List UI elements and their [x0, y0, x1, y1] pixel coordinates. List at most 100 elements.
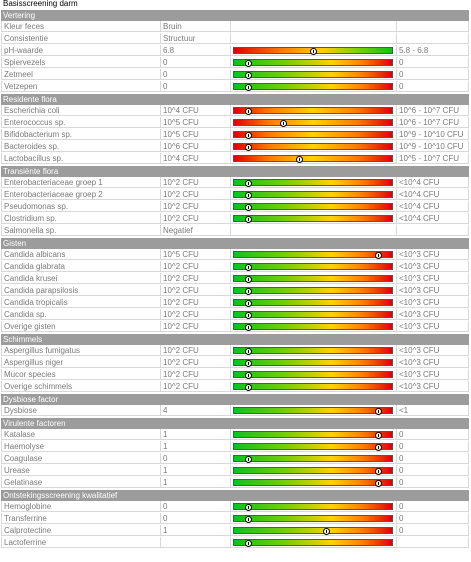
- section-title: Dysbiose factor: [3, 395, 59, 404]
- reference-value: 0: [397, 465, 469, 476]
- indicator-bar: [233, 47, 393, 55]
- indicator-bar: [233, 143, 393, 151]
- parameter-name: Candida albicans: [1, 249, 161, 260]
- indicator-cell: [231, 201, 397, 212]
- parameter-name: Bifidobacterium sp.: [1, 129, 161, 140]
- section-header: Ontstekingsscreening kwalitatief: [1, 489, 469, 502]
- indicator-bar: [233, 443, 393, 451]
- section-title: Vertering: [3, 11, 36, 20]
- indicator-cell: [231, 501, 397, 512]
- report-title: Basisscreening darm: [3, 0, 78, 8]
- reference-value: <10^3 CFU: [397, 309, 469, 320]
- section-header: Vertering: [1, 9, 469, 22]
- arrow-up-icon: [245, 192, 253, 199]
- indicator-cell: [231, 537, 397, 548]
- indicator-bar: [233, 323, 393, 331]
- table-row: Gelatinase 1 0: [1, 477, 469, 489]
- indicator-bar: [233, 131, 393, 139]
- result-value: 10^2 CFU: [161, 309, 231, 320]
- parameter-name: Dysbiose: [1, 405, 161, 416]
- indicator-bar: [233, 383, 393, 391]
- reference-value: 0: [397, 429, 469, 440]
- table-row: Aspergillus niger 10^2 CFU <10^3 CFU: [1, 357, 469, 369]
- indicator-cell: [231, 357, 397, 368]
- result-value: Negatief: [161, 225, 231, 236]
- indicator-bar: [233, 503, 393, 511]
- table-row: Vetzepen 0 0: [1, 81, 469, 93]
- indicator-bar: [233, 371, 393, 379]
- result-value: Structuur: [161, 33, 231, 44]
- indicator-bar: [233, 263, 393, 271]
- result-value: 10^4 CFU: [161, 105, 231, 116]
- table-row: Enterobacteriaceae groep 1 10^2 CFU <10^4 …: [1, 177, 469, 189]
- table-row: Candida sp. 10^2 CFU <10^3 CFU: [1, 309, 469, 321]
- indicator-cell: [231, 213, 397, 224]
- indicator-cell: [231, 513, 397, 524]
- section-header: Schimmels: [1, 333, 469, 346]
- parameter-name: Overige schimmels: [1, 381, 161, 392]
- indicator-cell: [231, 321, 397, 332]
- arrow-up-icon: [245, 540, 253, 547]
- table-row: Consistentie Structuur: [1, 33, 469, 45]
- indicator-cell: [231, 381, 397, 392]
- arrow-up-icon: [245, 60, 253, 67]
- arrow-up-icon: [245, 456, 253, 463]
- result-value: 0: [161, 81, 231, 92]
- table-row: Candida tropicalis 10^2 CFU <10^3 CFU: [1, 297, 469, 309]
- reference-value: <10^3 CFU: [397, 297, 469, 308]
- section-title: Transiënte flora: [3, 167, 59, 176]
- indicator-cell: [231, 141, 397, 152]
- table-row: Overige schimmels 10^2 CFU <10^3 CFU: [1, 381, 469, 393]
- table-row: Haemolyse 1 0: [1, 441, 469, 453]
- arrow-up-icon: [245, 264, 253, 271]
- parameter-name: Coagulase: [1, 453, 161, 464]
- result-value: 10^2 CFU: [161, 369, 231, 380]
- indicator-bar: [233, 287, 393, 295]
- indicator-bar: [233, 359, 393, 367]
- indicator-cell: [231, 21, 397, 32]
- reference-value: <10^3 CFU: [397, 345, 469, 356]
- arrow-up-icon: [374, 252, 382, 259]
- table-row: Kleur feces Bruin: [1, 21, 469, 33]
- indicator-cell: [231, 369, 397, 380]
- table-row: Enterococcus sp. 10^5 CFU 10^6 - 10^7 CFU: [1, 117, 469, 129]
- arrow-up-icon: [245, 132, 253, 139]
- result-value: 10^2 CFU: [161, 201, 231, 212]
- indicator-bar: [233, 191, 393, 199]
- reference-value: [397, 33, 469, 44]
- indicator-bar: [233, 203, 393, 211]
- reference-value: <10^3 CFU: [397, 261, 469, 272]
- parameter-name: Transferrine: [1, 513, 161, 524]
- indicator-bar: [233, 527, 393, 535]
- parameter-name: Zetmeel: [1, 69, 161, 80]
- reference-value: 0: [397, 501, 469, 512]
- result-value: 10^2 CFU: [161, 345, 231, 356]
- arrow-up-icon: [245, 204, 253, 211]
- indicator-bar: [233, 407, 393, 415]
- parameter-name: Aspergillus niger: [1, 357, 161, 368]
- indicator-bar: [233, 515, 393, 523]
- reference-value: 0: [397, 525, 469, 536]
- arrow-up-icon: [374, 408, 382, 415]
- result-value: 0: [161, 501, 231, 512]
- indicator-bar: [233, 455, 393, 463]
- result-value: 10^2 CFU: [161, 189, 231, 200]
- result-value: [161, 537, 231, 548]
- reference-value: 0: [397, 477, 469, 488]
- arrow-up-icon: [245, 84, 253, 91]
- reference-value: 0: [397, 441, 469, 452]
- parameter-name: Bacteroides sp.: [1, 141, 161, 152]
- table-row: Zetmeel 0 0: [1, 69, 469, 81]
- result-value: 10^2 CFU: [161, 273, 231, 284]
- arrow-up-icon: [245, 348, 253, 355]
- parameter-name: Candida parapsilosis: [1, 285, 161, 296]
- result-value: 0: [161, 57, 231, 68]
- section-title: Virulente factoren: [3, 419, 66, 428]
- parameter-name: Enterococcus sp.: [1, 117, 161, 128]
- table-row: Bacteroides sp. 10^6 CFU 10^9 - 10^10 CFU: [1, 141, 469, 153]
- arrow-up-icon: [374, 480, 382, 487]
- reference-value: [397, 21, 469, 32]
- arrow-up-icon: [245, 360, 253, 367]
- table-row: Overige gisten 10^2 CFU <10^3 CFU: [1, 321, 469, 333]
- reference-value: 0: [397, 69, 469, 80]
